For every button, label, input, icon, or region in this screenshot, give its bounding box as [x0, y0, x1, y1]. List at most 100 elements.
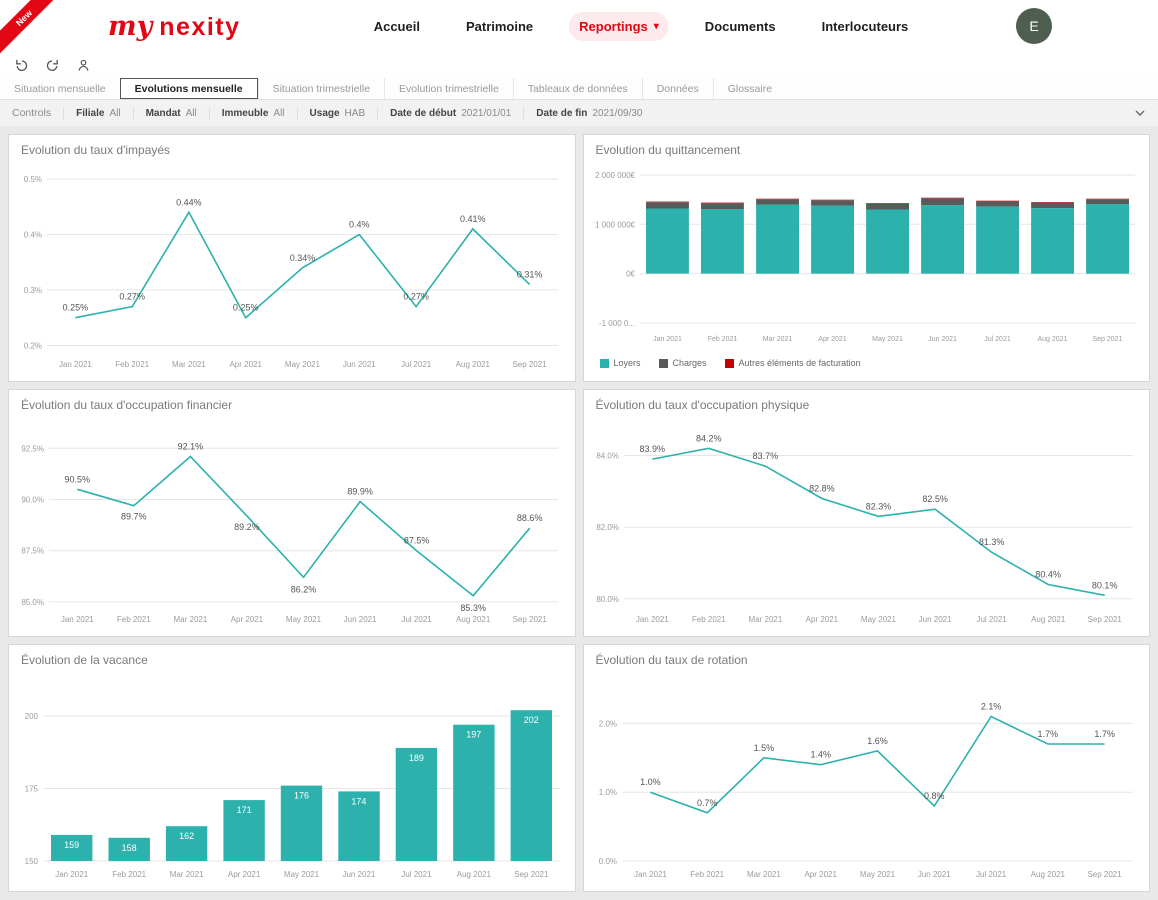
svg-text:0.44%: 0.44%	[176, 197, 202, 207]
tab-glossaire[interactable]: Glossaire	[712, 78, 786, 99]
svg-text:Jan 2021: Jan 2021	[55, 870, 88, 879]
svg-text:Mar 2021: Mar 2021	[762, 336, 792, 343]
filter-date-debut[interactable]: Date de début 2021/01/01	[377, 107, 523, 119]
svg-text:Aug 2021: Aug 2021	[1030, 870, 1065, 879]
tab-situation-trimestrielle[interactable]: Situation trimestrielle	[257, 78, 384, 99]
tab-donnees[interactable]: Données	[641, 78, 713, 99]
svg-text:1.0%: 1.0%	[598, 788, 616, 797]
svg-text:Aug 2021: Aug 2021	[1037, 336, 1067, 343]
svg-text:Sep 2021: Sep 2021	[1092, 336, 1122, 343]
svg-text:Apr 2021: Apr 2021	[805, 615, 838, 624]
svg-text:0.27%: 0.27%	[403, 292, 429, 302]
svg-text:162: 162	[179, 831, 194, 841]
nav-item-interlocuteurs[interactable]: Interlocuteurs	[821, 18, 909, 34]
svg-text:176: 176	[294, 791, 309, 801]
svg-text:Jun 2021: Jun 2021	[928, 336, 957, 343]
svg-text:0.3%: 0.3%	[24, 286, 42, 295]
filter-date-fin[interactable]: Date de fin 2021/09/30	[523, 107, 654, 119]
svg-text:Jul 2021: Jul 2021	[401, 870, 432, 879]
nav-item-reportings[interactable]: Reportings ▾	[569, 11, 669, 41]
redo-icon[interactable]	[45, 58, 60, 73]
svg-text:84.2%: 84.2%	[696, 433, 722, 443]
svg-text:May 2021: May 2021	[872, 336, 903, 343]
svg-text:92.5%: 92.5%	[21, 444, 44, 453]
nav-item-accueil[interactable]: Accueil	[373, 18, 420, 34]
svg-text:0.25%: 0.25%	[63, 303, 89, 313]
tab-evolutions-mensuelle[interactable]: Evolutions mensuelle	[119, 78, 258, 99]
bar-chart-vacance[interactable]: 150 175 200 Jan 2021 Feb 2021 Mar 2021 Apr 202…	[9, 673, 574, 885]
svg-text:Feb 2021: Feb 2021	[691, 615, 725, 624]
undo-icon[interactable]	[14, 58, 29, 73]
logo-my: my	[108, 10, 153, 42]
legend-item[interactable]: Charges	[658, 358, 707, 368]
svg-text:171: 171	[237, 805, 252, 815]
svg-text:0€: 0€	[626, 270, 635, 279]
svg-text:Feb 2021: Feb 2021	[117, 615, 151, 624]
svg-text:92.1%: 92.1%	[178, 442, 204, 452]
svg-text:80.0%: 80.0%	[596, 595, 619, 604]
svg-text:2 000 000€: 2 000 000€	[594, 171, 635, 180]
svg-text:85.3%: 85.3%	[460, 603, 486, 613]
line-chart-taux-impayes[interactable]: 0.2% 0.3% 0.4% 0.5% Jan 2021 Feb 2021 Mar 2021…	[9, 163, 574, 375]
nav-item-patrimoine[interactable]: Patrimoine	[465, 18, 534, 34]
collapse-chevron-icon[interactable]	[1134, 107, 1146, 119]
svg-text:Sep 2021: Sep 2021	[514, 870, 549, 879]
svg-text:0.25%: 0.25%	[233, 303, 259, 313]
legend-item[interactable]: Autres éléments de facturation	[724, 358, 861, 368]
svg-text:Jan 2021: Jan 2021	[633, 870, 666, 879]
svg-text:Feb 2021: Feb 2021	[112, 870, 146, 879]
stacked-bar-chart-quittancement[interactable]: 2 000 000€ 1 000 000€ 0€ -1 000 0... Jan 202…	[584, 163, 1149, 349]
svg-text:90.5%: 90.5%	[65, 474, 91, 484]
nav-item-reportings-label: Reportings	[579, 18, 648, 34]
svg-text:1.7%: 1.7%	[1037, 729, 1058, 739]
svg-text:82.3%: 82.3%	[865, 501, 891, 511]
chart-title-quittancement: Evolution du quittancement	[595, 143, 741, 157]
controls-bar: Controls Filiale All Mandat All Immeuble…	[0, 100, 1158, 126]
svg-text:87.5%: 87.5%	[21, 547, 44, 556]
logo-nexity: nexity	[159, 12, 241, 41]
svg-text:2.1%: 2.1%	[980, 702, 1001, 712]
nav-item-documents[interactable]: Documents	[704, 18, 776, 34]
svg-text:Feb 2021: Feb 2021	[707, 336, 737, 343]
svg-text:May 2021: May 2021	[284, 870, 320, 879]
svg-text:Aug 2021: Aug 2021	[1031, 615, 1066, 624]
svg-text:Sep 2021: Sep 2021	[513, 615, 548, 624]
chevron-down-icon: ▾	[653, 20, 659, 32]
avatar[interactable]: E	[1016, 8, 1052, 44]
svg-text:Jan 2021: Jan 2021	[59, 360, 92, 369]
svg-text:1.5%: 1.5%	[753, 743, 774, 753]
person-icon[interactable]	[76, 58, 91, 73]
brand-logo[interactable]: my nexity	[108, 11, 241, 42]
svg-text:Jul 2021: Jul 2021	[984, 336, 1011, 343]
filter-usage[interactable]: Usage HAB	[296, 107, 378, 119]
svg-text:Jun 2021: Jun 2021	[918, 615, 951, 624]
svg-text:0.27%: 0.27%	[119, 292, 145, 302]
controls-title: Controls	[12, 107, 52, 119]
panel-occupation-physique: Évolution du taux d'occupation physique …	[582, 389, 1150, 637]
line-chart-occupation-physique[interactable]: 80.0% 82.0% 84.0% Jan 2021 Feb 2021 Mar 2021 A…	[584, 418, 1149, 630]
svg-text:Mar 2021: Mar 2021	[748, 615, 782, 624]
tab-situation-mensuelle[interactable]: Situation mensuelle	[14, 83, 106, 95]
line-chart-taux-rotation[interactable]: 0.0% 1.0% 2.0% Jan 2021 Feb 2021 Mar 2021 Apr …	[584, 673, 1149, 885]
legend-item[interactable]: Loyers	[599, 358, 641, 368]
filter-mandat[interactable]: Mandat All	[132, 107, 209, 119]
svg-text:Jan 2021: Jan 2021	[635, 615, 668, 624]
chart-legend-quittancement: Loyers Charges Autres éléments de facturat…	[584, 354, 1150, 372]
svg-text:Apr 2021: Apr 2021	[818, 336, 847, 343]
svg-text:175: 175	[25, 785, 39, 794]
tab-tableaux-de-donnees[interactable]: Tableaux de données	[512, 78, 642, 99]
filter-immeuble[interactable]: Immeuble All	[208, 107, 297, 119]
svg-text:80.1%: 80.1%	[1091, 580, 1117, 590]
svg-text:Aug 2021: Aug 2021	[457, 870, 492, 879]
svg-text:Mar 2021: Mar 2021	[172, 360, 206, 369]
svg-text:83.7%: 83.7%	[752, 451, 778, 461]
line-chart-occupation-financier[interactable]: 85.0% 87.5% 90.0% 92.5% Jan 2021 Feb 2021 Mar …	[9, 418, 574, 630]
svg-text:Jun 2021: Jun 2021	[917, 870, 950, 879]
svg-text:86.2%: 86.2%	[291, 584, 317, 594]
panel-vacance: Évolution de la vacance 150 175 200 Jan 202…	[8, 644, 576, 892]
svg-text:202: 202	[524, 715, 539, 725]
chart-title-vacance: Évolution de la vacance	[21, 653, 148, 667]
filter-filiale[interactable]: Filiale All	[63, 107, 132, 119]
legend-swatch	[724, 358, 734, 368]
tab-evolution-trimestrielle[interactable]: Evolution trimestrielle	[384, 78, 513, 99]
